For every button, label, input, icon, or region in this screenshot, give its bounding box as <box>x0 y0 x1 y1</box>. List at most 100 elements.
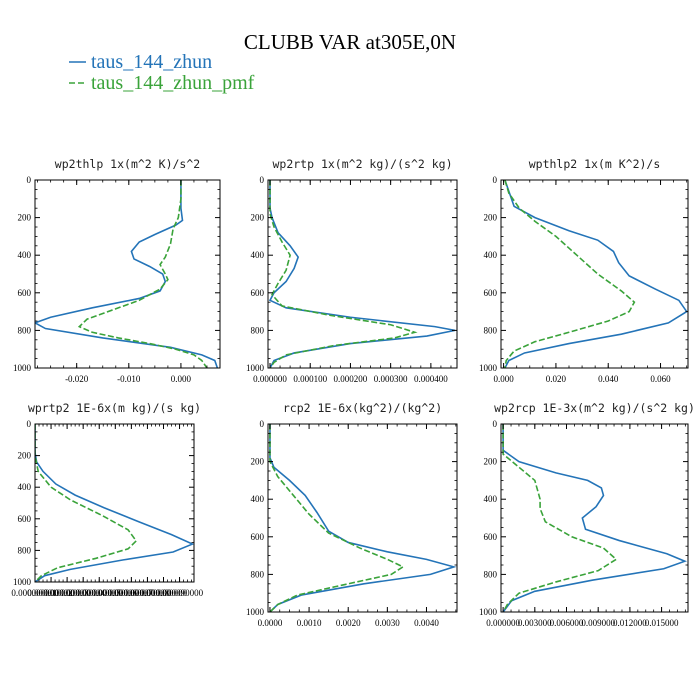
x-tick-label: 0.0000 <box>258 618 283 628</box>
x-tick-label: 0.000300 <box>374 374 408 384</box>
y-tick-label: 800 <box>484 325 498 335</box>
panel-6: wp2rcp 1E-3x(m^2 kg)/(s^2 kg) 0 200 400 600 8… <box>479 401 695 628</box>
x-tick-label: 0.0040 <box>414 618 439 628</box>
y-tick-label: 0 <box>493 419 498 429</box>
series-line-zhun <box>268 180 456 368</box>
x-tick-label: 0.000000000 <box>11 588 59 598</box>
y-tick-label: 800 <box>251 569 265 579</box>
series-line-zhun-pmf <box>77 180 208 368</box>
series-line-zhun-pmf <box>504 180 636 368</box>
y-tick-label: 1000 <box>13 577 32 587</box>
y-tick-label: 0 <box>493 175 498 185</box>
y-tick-label: 200 <box>18 451 32 461</box>
x-tick-label: 0.060 <box>650 374 671 384</box>
x-tick-label: 0.000 <box>493 374 514 384</box>
x-tick-label: 0.015000 <box>645 618 679 628</box>
y-tick-label: 800 <box>18 325 32 335</box>
y-tick-label: 1000 <box>13 363 32 373</box>
series-line-zhun-pmf <box>502 424 618 612</box>
y-tick-label: 200 <box>484 457 498 467</box>
y-tick-label: 200 <box>18 213 32 223</box>
x-tick-label: 0.000050000 <box>92 588 140 598</box>
legend-label-zhun-pmf: taus_144_zhun_pmf <box>91 72 255 94</box>
x-tick-label: -0.010 <box>117 374 141 384</box>
y-tick-label: 0 <box>260 419 265 429</box>
y-tick-label: 400 <box>251 250 265 260</box>
y-tick-label: 400 <box>18 250 32 260</box>
panel-5: rcp2 1E-6x(kg^2)/(kg^2) 0 200 400 600 800 1000… <box>246 401 458 628</box>
plot-frame <box>34 423 195 583</box>
panel-1: wp2thlp 1x(m^2 K)/s^2 0 200 400 600 800 1000 -0… <box>13 157 221 384</box>
series-line-zhun-pmf <box>269 180 418 368</box>
x-tick-label: 0.0030 <box>375 618 400 628</box>
panel-title: wpthlp2 1x(m K^2)/s <box>529 157 661 171</box>
y-tick-label: 600 <box>18 288 32 298</box>
y-tick-label: 1000 <box>246 607 265 617</box>
y-tick-label: 600 <box>251 532 265 542</box>
x-tick-label: 0.0010 <box>297 618 322 628</box>
y-tick-label: 400 <box>251 494 265 504</box>
plot-frame <box>500 423 689 613</box>
series-line-zhun <box>269 424 457 612</box>
panel-title: wp2thlp 1x(m^2 K)/s^2 <box>55 157 200 171</box>
legend-label-zhun: taus_144_zhun <box>91 51 212 73</box>
series-line-zhun-pmf <box>269 424 405 612</box>
panel-title: rcp2 1E-6x(kg^2)/(kg^2) <box>283 401 442 415</box>
x-tick-label: -0.020 <box>65 374 89 384</box>
y-tick-label: 800 <box>251 325 265 335</box>
y-tick-label: 600 <box>484 532 498 542</box>
x-tick-label: 0.000080000 <box>140 588 188 598</box>
x-tick-label: 0.012000 <box>613 618 647 628</box>
x-tick-label: 0.000200 <box>334 374 368 384</box>
series-line-zhun <box>502 424 688 612</box>
y-tick-label: 0 <box>27 175 32 185</box>
y-tick-label: 400 <box>18 482 32 492</box>
x-tick-label: 0.003000 <box>518 618 552 628</box>
series-line-zhun-pmf <box>35 424 138 582</box>
x-tick-label: 0.020 <box>546 374 567 384</box>
panel-3: wpthlp2 1x(m K^2)/s 0 200 400 600 800 10000.00… <box>479 157 689 384</box>
y-tick-label: 600 <box>18 514 32 524</box>
y-tick-label: 400 <box>484 250 498 260</box>
x-tick-label: 0.000040000 <box>76 588 124 598</box>
x-tick-label: 0.000010000 <box>27 588 75 598</box>
figure-title: CLUBB VAR at305E,0N <box>244 30 456 54</box>
y-tick-label: 200 <box>484 213 498 223</box>
y-tick-label: 800 <box>18 545 32 555</box>
x-tick-label: 0.040 <box>598 374 619 384</box>
y-tick-label: 200 <box>251 213 265 223</box>
panel-4: wprtp2 1E-6x(m kg)/(s kg) 0 200 400 600 800 10… <box>11 401 203 598</box>
y-tick-label: 0 <box>260 175 265 185</box>
x-tick-label: 0.0020 <box>336 618 361 628</box>
series-line-zhun <box>35 424 194 582</box>
y-tick-label: 1000 <box>246 363 265 373</box>
panel-2: wp2rtp 1x(m^2 kg)/(s^2 kg) 0 200 400 600 800 1… <box>246 157 458 384</box>
x-tick-label: 0.000000 <box>253 374 287 384</box>
y-tick-label: 0 <box>27 419 32 429</box>
y-tick-label: 600 <box>484 288 498 298</box>
y-tick-label: 800 <box>484 569 498 579</box>
x-tick-label: 0.000400 <box>414 374 448 384</box>
x-tick-label: 0.000 <box>171 374 192 384</box>
x-tick-label: 0.000100 <box>293 374 327 384</box>
y-tick-label: 1000 <box>479 363 498 373</box>
legend: taus_144_zhun taus_144_zhun_pmf <box>69 51 255 94</box>
y-tick-label: 200 <box>251 457 265 467</box>
x-tick-label: 0.009000 <box>581 618 615 628</box>
x-tick-label: 0.000070000 <box>124 588 172 598</box>
y-tick-label: 600 <box>251 288 265 298</box>
x-tick-label: 0.000060000 <box>108 588 156 598</box>
x-tick-label: 0.000020000 <box>43 588 91 598</box>
plot-frame <box>500 179 689 369</box>
panel-title: wp2rcp 1E-3x(m^2 kg)/(s^2 kg) <box>494 401 695 415</box>
panel-title: wp2rtp 1x(m^2 kg)/(s^2 kg) <box>272 157 452 171</box>
x-tick-label: 0.000090000 <box>156 588 204 598</box>
x-tick-label: 0.006000 <box>550 618 584 628</box>
x-tick-label: 0.000030000 <box>60 588 108 598</box>
series-line-zhun <box>35 180 219 368</box>
x-tick-label: 0.000000 <box>486 618 520 628</box>
panel-title: wprtp2 1E-6x(m kg)/(s kg) <box>28 401 201 415</box>
series-line-zhun <box>504 180 688 368</box>
y-tick-label: 400 <box>484 494 498 504</box>
